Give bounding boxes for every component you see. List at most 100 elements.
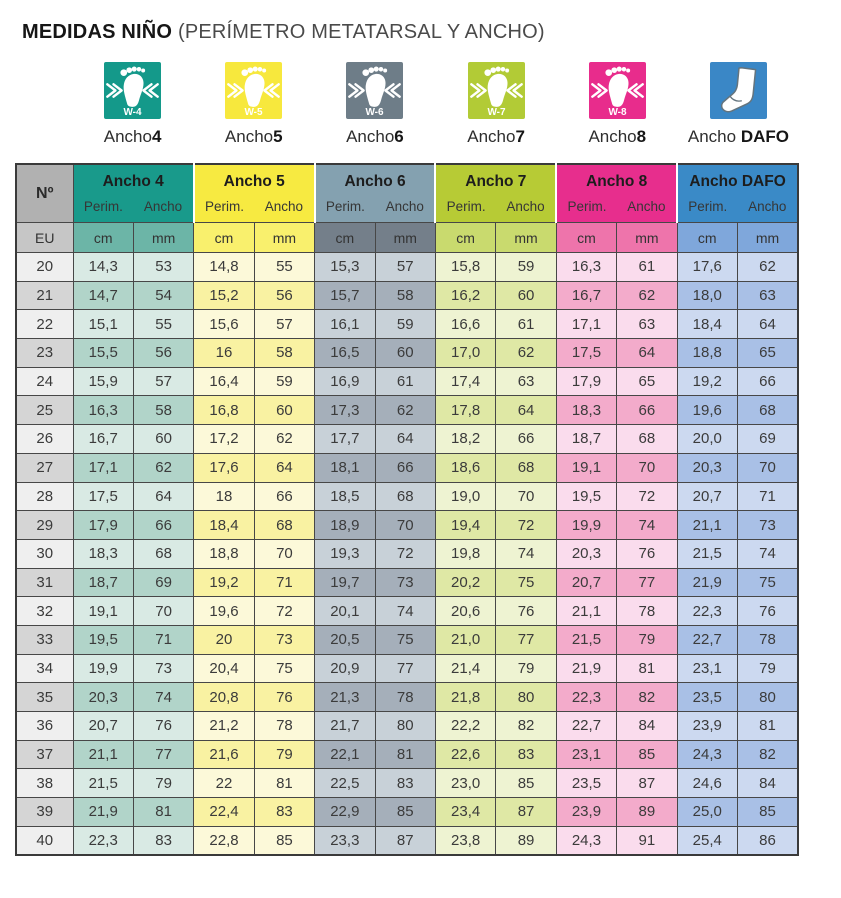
value-cell: 23,9 <box>676 711 738 741</box>
value-cell: 64 <box>495 395 557 426</box>
value-cell: 19,1 <box>72 596 134 626</box>
value-cell: 64 <box>616 338 678 368</box>
foot-width-icon: W-4 <box>104 62 162 119</box>
value-cell: 55 <box>253 252 316 282</box>
value-cell: 64 <box>374 424 436 454</box>
value-cell: 22,1 <box>314 739 376 770</box>
subheader-label: Ancho <box>627 199 666 214</box>
value-cell: 63 <box>616 309 678 340</box>
value-cell: 15,3 <box>314 252 376 282</box>
group-header-ancho-7: Ancho 7 Perim. Ancho <box>434 163 557 223</box>
value-cell: 17,5 <box>72 481 134 512</box>
icon-label-strong: 7 <box>515 127 525 146</box>
value-cell: 61 <box>616 252 678 282</box>
svg-text:W-7: W-7 <box>487 107 506 118</box>
value-cell: 73 <box>736 510 799 540</box>
value-cell: 70 <box>253 538 316 569</box>
value-cell: 66 <box>495 424 557 454</box>
unit-cell: cm <box>193 222 255 253</box>
value-cell: 15,9 <box>72 366 134 397</box>
width-icon-7: W-7 Ancho7 <box>436 62 557 147</box>
icon-label-strong: 8 <box>636 127 647 146</box>
group-subheaders: Perim. Ancho <box>558 191 676 219</box>
value-cell: 21,2 <box>193 711 255 741</box>
table-row: 30 18,3 68 18,8 70 19,3 72 19,8 74 20,3 76 21,5 74 <box>15 538 799 569</box>
value-cell: 89 <box>616 797 678 827</box>
value-cell: 60 <box>132 424 195 454</box>
table-row: 35 20,3 74 20,8 76 21,3 78 21,8 80 22,3 82 23,5 80 <box>15 682 799 712</box>
unit-cell: cm <box>314 222 376 253</box>
icon-label: Ancho5 <box>225 127 283 147</box>
value-cell: 79 <box>253 739 316 770</box>
value-cell: 64 <box>736 309 799 340</box>
group-header-ancho-8: Ancho 8 Perim. Ancho <box>555 163 678 223</box>
group-header-ancho-5: Ancho 5 Perim. Ancho <box>192 163 316 223</box>
value-cell: 23,1 <box>555 739 618 770</box>
sock-icon <box>709 62 767 119</box>
value-cell: 64 <box>132 481 195 512</box>
value-cell: 15,1 <box>72 309 134 340</box>
value-cell: 61 <box>374 366 436 397</box>
value-cell: 22,4 <box>193 797 255 827</box>
size-cell: 20 <box>15 252 74 282</box>
value-cell: 82 <box>616 682 678 712</box>
width-icon-5: W-5 Ancho5 <box>193 62 314 147</box>
value-cell: 17,4 <box>434 366 497 397</box>
value-cell: 62 <box>132 452 195 483</box>
value-cell: 17,7 <box>314 424 376 454</box>
value-cell: 16,2 <box>434 280 497 311</box>
group-header-ancho-6: Ancho 6 Perim. Ancho <box>313 163 436 223</box>
subheader-label: Ancho <box>748 199 787 214</box>
value-cell: 20,3 <box>555 538 618 569</box>
value-cell: 75 <box>495 567 557 598</box>
value-cell: 19,7 <box>314 567 376 598</box>
value-cell: 18,4 <box>676 309 738 340</box>
size-cell: 31 <box>15 567 74 598</box>
value-cell: 16,4 <box>193 366 255 397</box>
unit-cell: cm <box>72 222 134 253</box>
value-cell: 19,5 <box>72 624 134 655</box>
subheader-label: Perim. <box>205 199 245 214</box>
value-cell: 21,1 <box>555 596 618 626</box>
table-row: 20 14,3 53 14,8 55 15,3 57 15,8 59 16,3 61 17,6 62 <box>15 252 799 282</box>
value-cell: 19,6 <box>676 395 738 426</box>
icon-label-text: Ancho <box>346 127 395 146</box>
value-cell: 22,3 <box>676 596 738 626</box>
table-row: 38 21,5 79 22 81 22,5 83 23,0 85 23,5 87 24,6 84 <box>15 768 799 799</box>
value-cell: 54 <box>132 280 195 311</box>
value-cell: 83 <box>253 797 316 827</box>
value-cell: 16,3 <box>72 395 134 426</box>
unit-cell: mm <box>132 222 195 253</box>
table-row: 39 21,9 81 22,4 83 22,9 85 23,4 87 23,9 89 25,0 85 <box>15 797 799 827</box>
size-cell: 25 <box>15 395 74 426</box>
value-cell: 70 <box>132 596 195 626</box>
value-cell: 20,1 <box>314 596 376 626</box>
value-cell: 20,7 <box>676 481 738 512</box>
value-cell: 20 <box>193 624 255 655</box>
value-cell: 70 <box>736 452 799 483</box>
value-cell: 60 <box>495 280 557 311</box>
value-cell: 23,0 <box>434 768 497 799</box>
value-cell: 17,3 <box>314 395 376 426</box>
subheader-label: Perim. <box>325 199 365 214</box>
value-cell: 75 <box>253 653 316 684</box>
table-row: 27 17,1 62 17,6 64 18,1 66 18,6 68 19,1 70 20,3 70 <box>15 452 799 483</box>
width-icon-8: W-8 Ancho8 <box>557 62 678 147</box>
value-cell: 21,5 <box>72 768 134 799</box>
value-cell: 16 <box>193 338 255 368</box>
value-cell: 23,1 <box>676 653 738 684</box>
value-cell: 19,0 <box>434 481 497 512</box>
value-cell: 65 <box>736 338 799 368</box>
value-cell: 18,4 <box>193 510 255 540</box>
width-icon-dafo: Ancho DAFO <box>678 62 799 147</box>
size-cell: 39 <box>15 797 74 827</box>
value-cell: 16,1 <box>314 309 376 340</box>
subheader-label: Perim. <box>446 199 486 214</box>
value-cell: 72 <box>495 510 557 540</box>
value-cell: 62 <box>374 395 436 426</box>
value-cell: 14,8 <box>193 252 255 282</box>
value-cell: 16,8 <box>193 395 255 426</box>
units-row: EU cm mm cm mm cm mm cm mm cm mm cm mm <box>15 222 799 253</box>
value-cell: 22,3 <box>555 682 618 712</box>
value-cell: 56 <box>253 280 316 311</box>
